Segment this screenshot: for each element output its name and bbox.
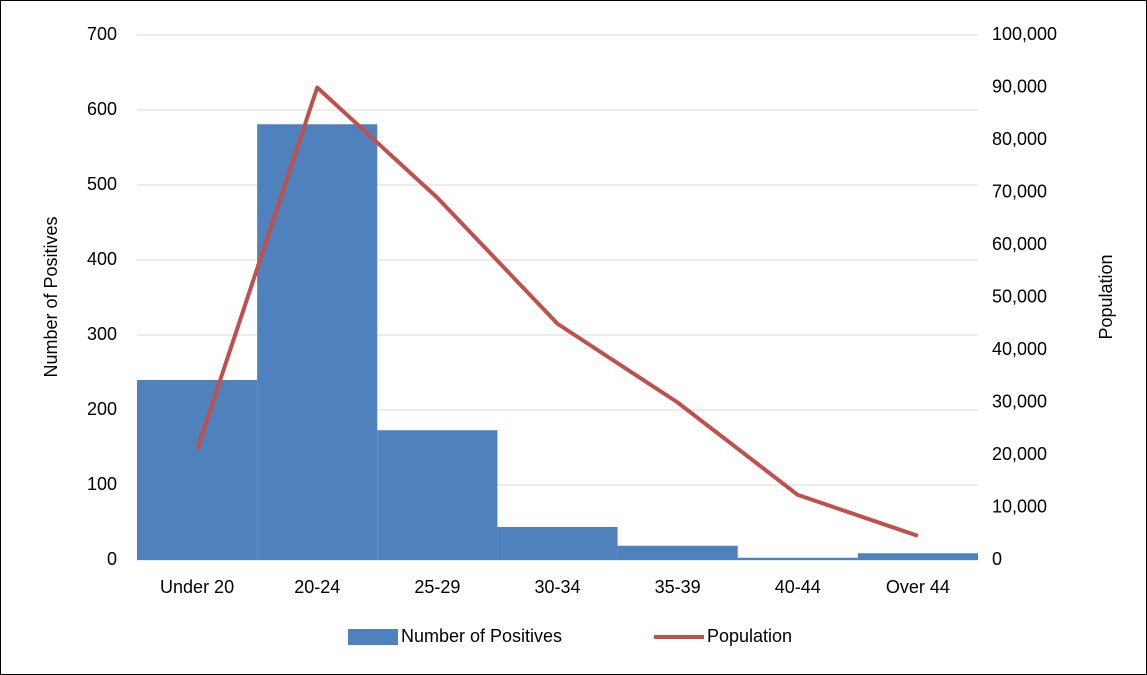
- y2-tick-label: 40,000: [992, 339, 1047, 359]
- y-tick-label: 300: [87, 324, 117, 344]
- y-tick-label: 600: [87, 99, 117, 119]
- x-tick-label: 20-24: [294, 577, 340, 597]
- bar: [137, 380, 258, 560]
- legend-label: Number of Positives: [401, 626, 562, 646]
- legend-swatch: [348, 629, 398, 645]
- y-tick-label: 500: [87, 174, 117, 194]
- y2-tick-label: 70,000: [992, 181, 1047, 201]
- legend-label: Population: [707, 626, 792, 646]
- y-tick-label: 200: [87, 399, 117, 419]
- line: [195, 85, 919, 538]
- y2-tick-label: 20,000: [992, 444, 1047, 464]
- x-tick-label: Over 44: [886, 577, 950, 597]
- y2-tick-label: 90,000: [992, 76, 1047, 96]
- y2-tick-label: 0: [992, 549, 1002, 569]
- x-tick-label: 30-34: [534, 577, 580, 597]
- y2-axis-title: Population: [1096, 254, 1116, 339]
- y-axis-title: Number of Positives: [41, 216, 61, 377]
- y2-tick-label: 10,000: [992, 496, 1047, 516]
- y-tick-label: 100: [87, 474, 117, 494]
- bar: [257, 124, 378, 560]
- y2-tick-label: 80,000: [992, 129, 1047, 149]
- y2-tick-label: 50,000: [992, 286, 1047, 306]
- x-tick-label: Under 20: [160, 577, 234, 597]
- y-tick-label: 0: [107, 549, 117, 569]
- y-tick-label: 700: [87, 24, 117, 44]
- x-tick-label: 35-39: [655, 577, 701, 597]
- y2-tick-label: 30,000: [992, 391, 1047, 411]
- x-tick-label: 40-44: [775, 577, 821, 597]
- y2-tick-label: 100,000: [992, 24, 1057, 44]
- bar: [737, 557, 858, 560]
- bar: [497, 527, 618, 560]
- bar: [857, 553, 978, 560]
- y-tick-label: 400: [87, 249, 117, 269]
- x-tick-label: 25-29: [414, 577, 460, 597]
- y2-tick-label: 60,000: [992, 234, 1047, 254]
- bar: [377, 430, 498, 560]
- bar: [617, 545, 738, 560]
